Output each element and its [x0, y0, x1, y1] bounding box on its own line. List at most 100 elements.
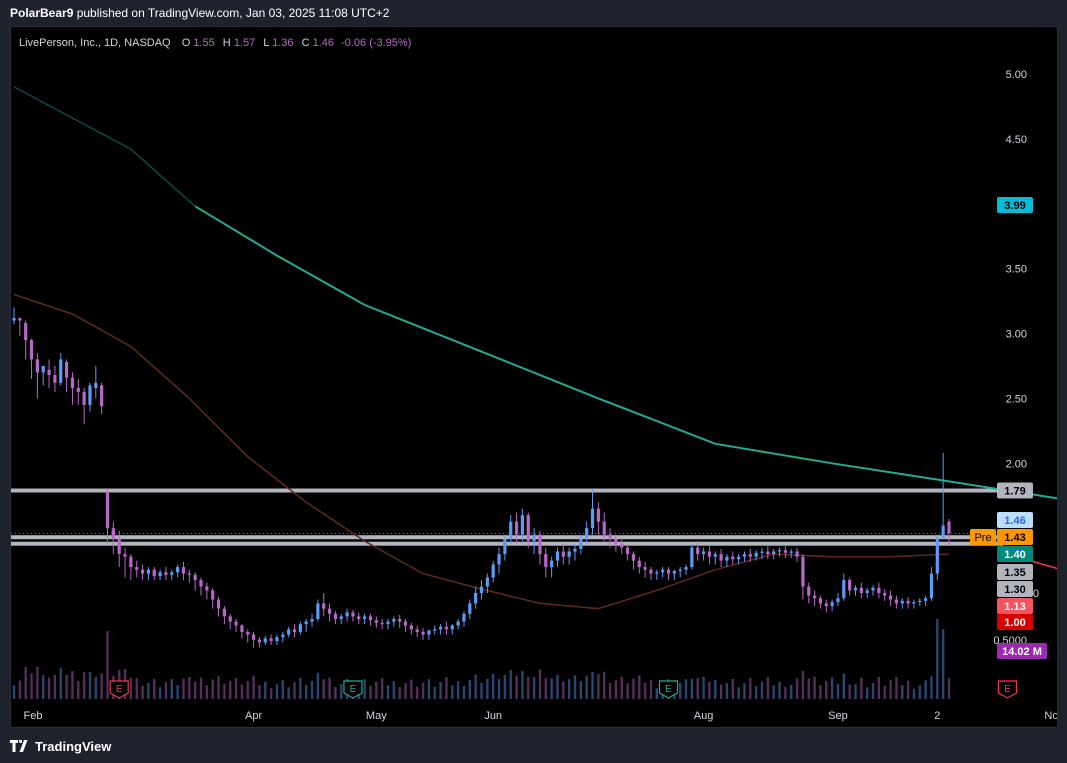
- candle-body: [409, 625, 413, 630]
- candle: [514, 512, 519, 544]
- volume-bar: [18, 680, 22, 699]
- volume-bar: [375, 681, 378, 699]
- y-tick-label: 3.00: [1006, 328, 1027, 340]
- candle-body: [514, 521, 519, 535]
- candle: [351, 609, 355, 622]
- candle-body: [181, 567, 186, 574]
- volume-bar: [445, 677, 448, 699]
- candle: [678, 567, 682, 578]
- candle: [269, 634, 273, 645]
- horizontal-level-line: [11, 535, 1003, 540]
- candle-body: [123, 554, 127, 557]
- volume-bar: [813, 676, 816, 699]
- volume-bar: [702, 677, 705, 699]
- candle-body: [795, 551, 799, 557]
- earnings-badge-icon: [343, 680, 363, 699]
- candle-body: [345, 612, 349, 617]
- candle: [661, 567, 665, 578]
- price-label: 1.30: [997, 581, 1033, 597]
- volume-bar: [766, 677, 770, 699]
- volume-bar: [573, 675, 577, 699]
- volume-bar: [906, 680, 910, 699]
- volume-bar: [836, 684, 840, 699]
- volume-bar: [684, 679, 688, 699]
- volume-bar: [456, 681, 460, 699]
- candle-body: [497, 554, 501, 565]
- candle-body: [433, 629, 437, 631]
- brand-name[interactable]: TradingView: [35, 738, 112, 754]
- publisher-name[interactable]: PolarBear9: [10, 6, 74, 20]
- y-tick-label: 2.00: [1006, 458, 1027, 470]
- tradingview-logo-icon[interactable]: [10, 740, 30, 752]
- price-labels: 3.99 1.79 1.46 1.43 Pre 1.40 1.35 1.30 1.13 1.00 1…: [970, 197, 1047, 659]
- candle: [550, 556, 554, 578]
- earnings-badge-icon: [997, 680, 1018, 699]
- volume-bar: [842, 673, 846, 699]
- candle-body: [333, 613, 338, 619]
- candle: [906, 596, 910, 609]
- candle-body: [94, 382, 98, 388]
- candle-body: [643, 567, 647, 570]
- volume-bar: [462, 685, 466, 699]
- volume-bar: [714, 680, 717, 699]
- candle: [532, 528, 536, 555]
- volume-bar: [334, 687, 337, 699]
- candle: [596, 502, 600, 535]
- volume-bar: [304, 685, 308, 699]
- price-label-text: 1.30: [1004, 584, 1025, 596]
- candle-body: [789, 551, 793, 553]
- candle: [322, 593, 326, 617]
- candle: [427, 629, 431, 640]
- volume-bar: [94, 677, 98, 699]
- candle: [228, 613, 232, 630]
- candle: [754, 550, 758, 561]
- price-label-box: [997, 482, 1033, 499]
- candle: [701, 547, 706, 561]
- candle-body: [111, 528, 115, 539]
- volume-bar: [725, 683, 729, 699]
- candle-body: [526, 515, 530, 542]
- candle-body: [772, 551, 776, 555]
- volume-bar: [532, 677, 536, 699]
- candle: [281, 631, 285, 643]
- price-label-box: [997, 546, 1033, 562]
- candle-body: [234, 621, 238, 626]
- volume-bar: [936, 619, 939, 699]
- volume-bar: [597, 674, 600, 699]
- candle: [29, 338, 34, 379]
- candle-body: [269, 638, 273, 642]
- volume-bar: [947, 678, 951, 699]
- volume-bar: [638, 675, 641, 699]
- candle: [818, 595, 823, 609]
- candle-body: [748, 554, 752, 557]
- legend-close-label: C: [302, 37, 310, 49]
- volume-bar: [731, 679, 734, 699]
- candle-body: [246, 631, 250, 635]
- volume-bar: [556, 675, 559, 699]
- candle: [35, 352, 39, 399]
- candle: [456, 618, 460, 630]
- legend-change: -0.06 (-3.95%): [341, 37, 411, 49]
- candle: [357, 612, 361, 625]
- candle-body: [842, 580, 846, 599]
- price-label-box: [997, 512, 1033, 528]
- volume-bar: [275, 684, 279, 699]
- volume-bar: [503, 675, 507, 699]
- candle: [123, 547, 127, 578]
- candle: [719, 548, 723, 568]
- candle: [871, 585, 875, 596]
- volume-bar: [778, 681, 781, 699]
- price-label-text: 1.00: [1004, 617, 1025, 629]
- volume-bar: [433, 686, 436, 699]
- price-label: 1.46: [997, 512, 1033, 528]
- volume-bar: [737, 687, 740, 699]
- candle: [526, 512, 530, 548]
- candle-body: [158, 572, 162, 577]
- candle: [643, 561, 647, 578]
- volume-bar: [182, 678, 185, 699]
- candle-body: [12, 317, 16, 321]
- candle-body: [135, 567, 139, 570]
- volume-bar: [784, 687, 787, 699]
